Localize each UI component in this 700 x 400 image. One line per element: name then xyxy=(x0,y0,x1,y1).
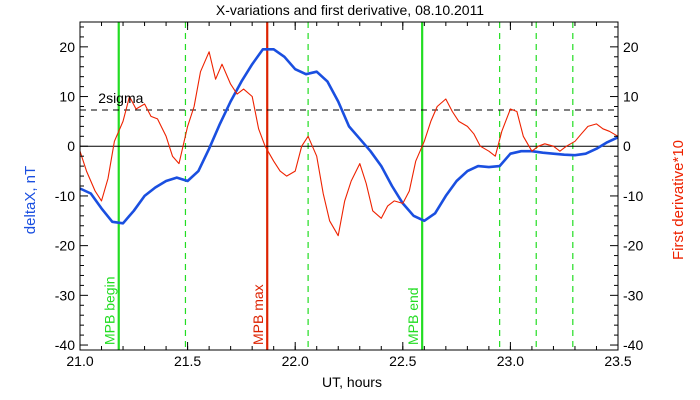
marker-lines xyxy=(117,22,574,350)
left-y-tick-label: -40 xyxy=(55,337,75,353)
marker-label-mpb-max: MPB max xyxy=(250,284,266,345)
chart-title: X-variations and first derivative, 08.10… xyxy=(216,2,484,18)
left-y-tick-label: 20 xyxy=(59,39,75,55)
right-y-tick-label: 20 xyxy=(623,39,639,55)
left-y-tick-label: 10 xyxy=(59,89,75,105)
threshold-label: 2sigma xyxy=(98,90,143,106)
left-y-axis-label: deltaX, nT xyxy=(22,166,39,234)
marker-label-mpb-end: MPB end xyxy=(405,287,421,345)
x-tick-label: 23.5 xyxy=(604,353,631,369)
x-tick-label: 21.0 xyxy=(66,353,93,369)
x-tick-label: 21.5 xyxy=(174,353,201,369)
right-y-tick-label: -20 xyxy=(623,238,643,254)
right-y-tick-label: -30 xyxy=(623,287,643,303)
series-line-deltax xyxy=(79,47,619,225)
x-tick-label: 22.5 xyxy=(389,353,416,369)
series-lines xyxy=(79,47,619,237)
right-y-axis-label: First derivative*10 xyxy=(670,140,687,260)
x-axis-label: UT, hours xyxy=(322,374,382,390)
marker-labels: MPB begin MPB max MPB end 2sigma xyxy=(98,90,421,345)
right-y-tick-label: 10 xyxy=(623,89,639,105)
x-tick-label: 23.0 xyxy=(497,353,524,369)
right-y-tick-label: -10 xyxy=(623,188,643,204)
x-axis-ticks: 21.0 21.5 22.0 22.5 23.0 23.5 xyxy=(66,22,632,369)
left-y-tick-label: -10 xyxy=(55,188,75,204)
left-y-axis-ticks: -40 -30 -20 -10 0 10 20 xyxy=(55,26,88,353)
left-y-tick-label: -30 xyxy=(55,287,75,303)
x-tick-label: 22.0 xyxy=(282,353,309,369)
marker-label-mpb-begin: MPB begin xyxy=(102,277,118,345)
right-y-tick-label: 0 xyxy=(623,138,631,154)
left-y-tick-label: -20 xyxy=(55,238,75,254)
right-y-axis-ticks: -40 -30 -20 -10 0 10 20 xyxy=(610,26,643,353)
series-line-first-derivative xyxy=(79,51,619,237)
right-y-tick-label: -40 xyxy=(623,337,643,353)
left-y-tick-label: 0 xyxy=(67,138,75,154)
